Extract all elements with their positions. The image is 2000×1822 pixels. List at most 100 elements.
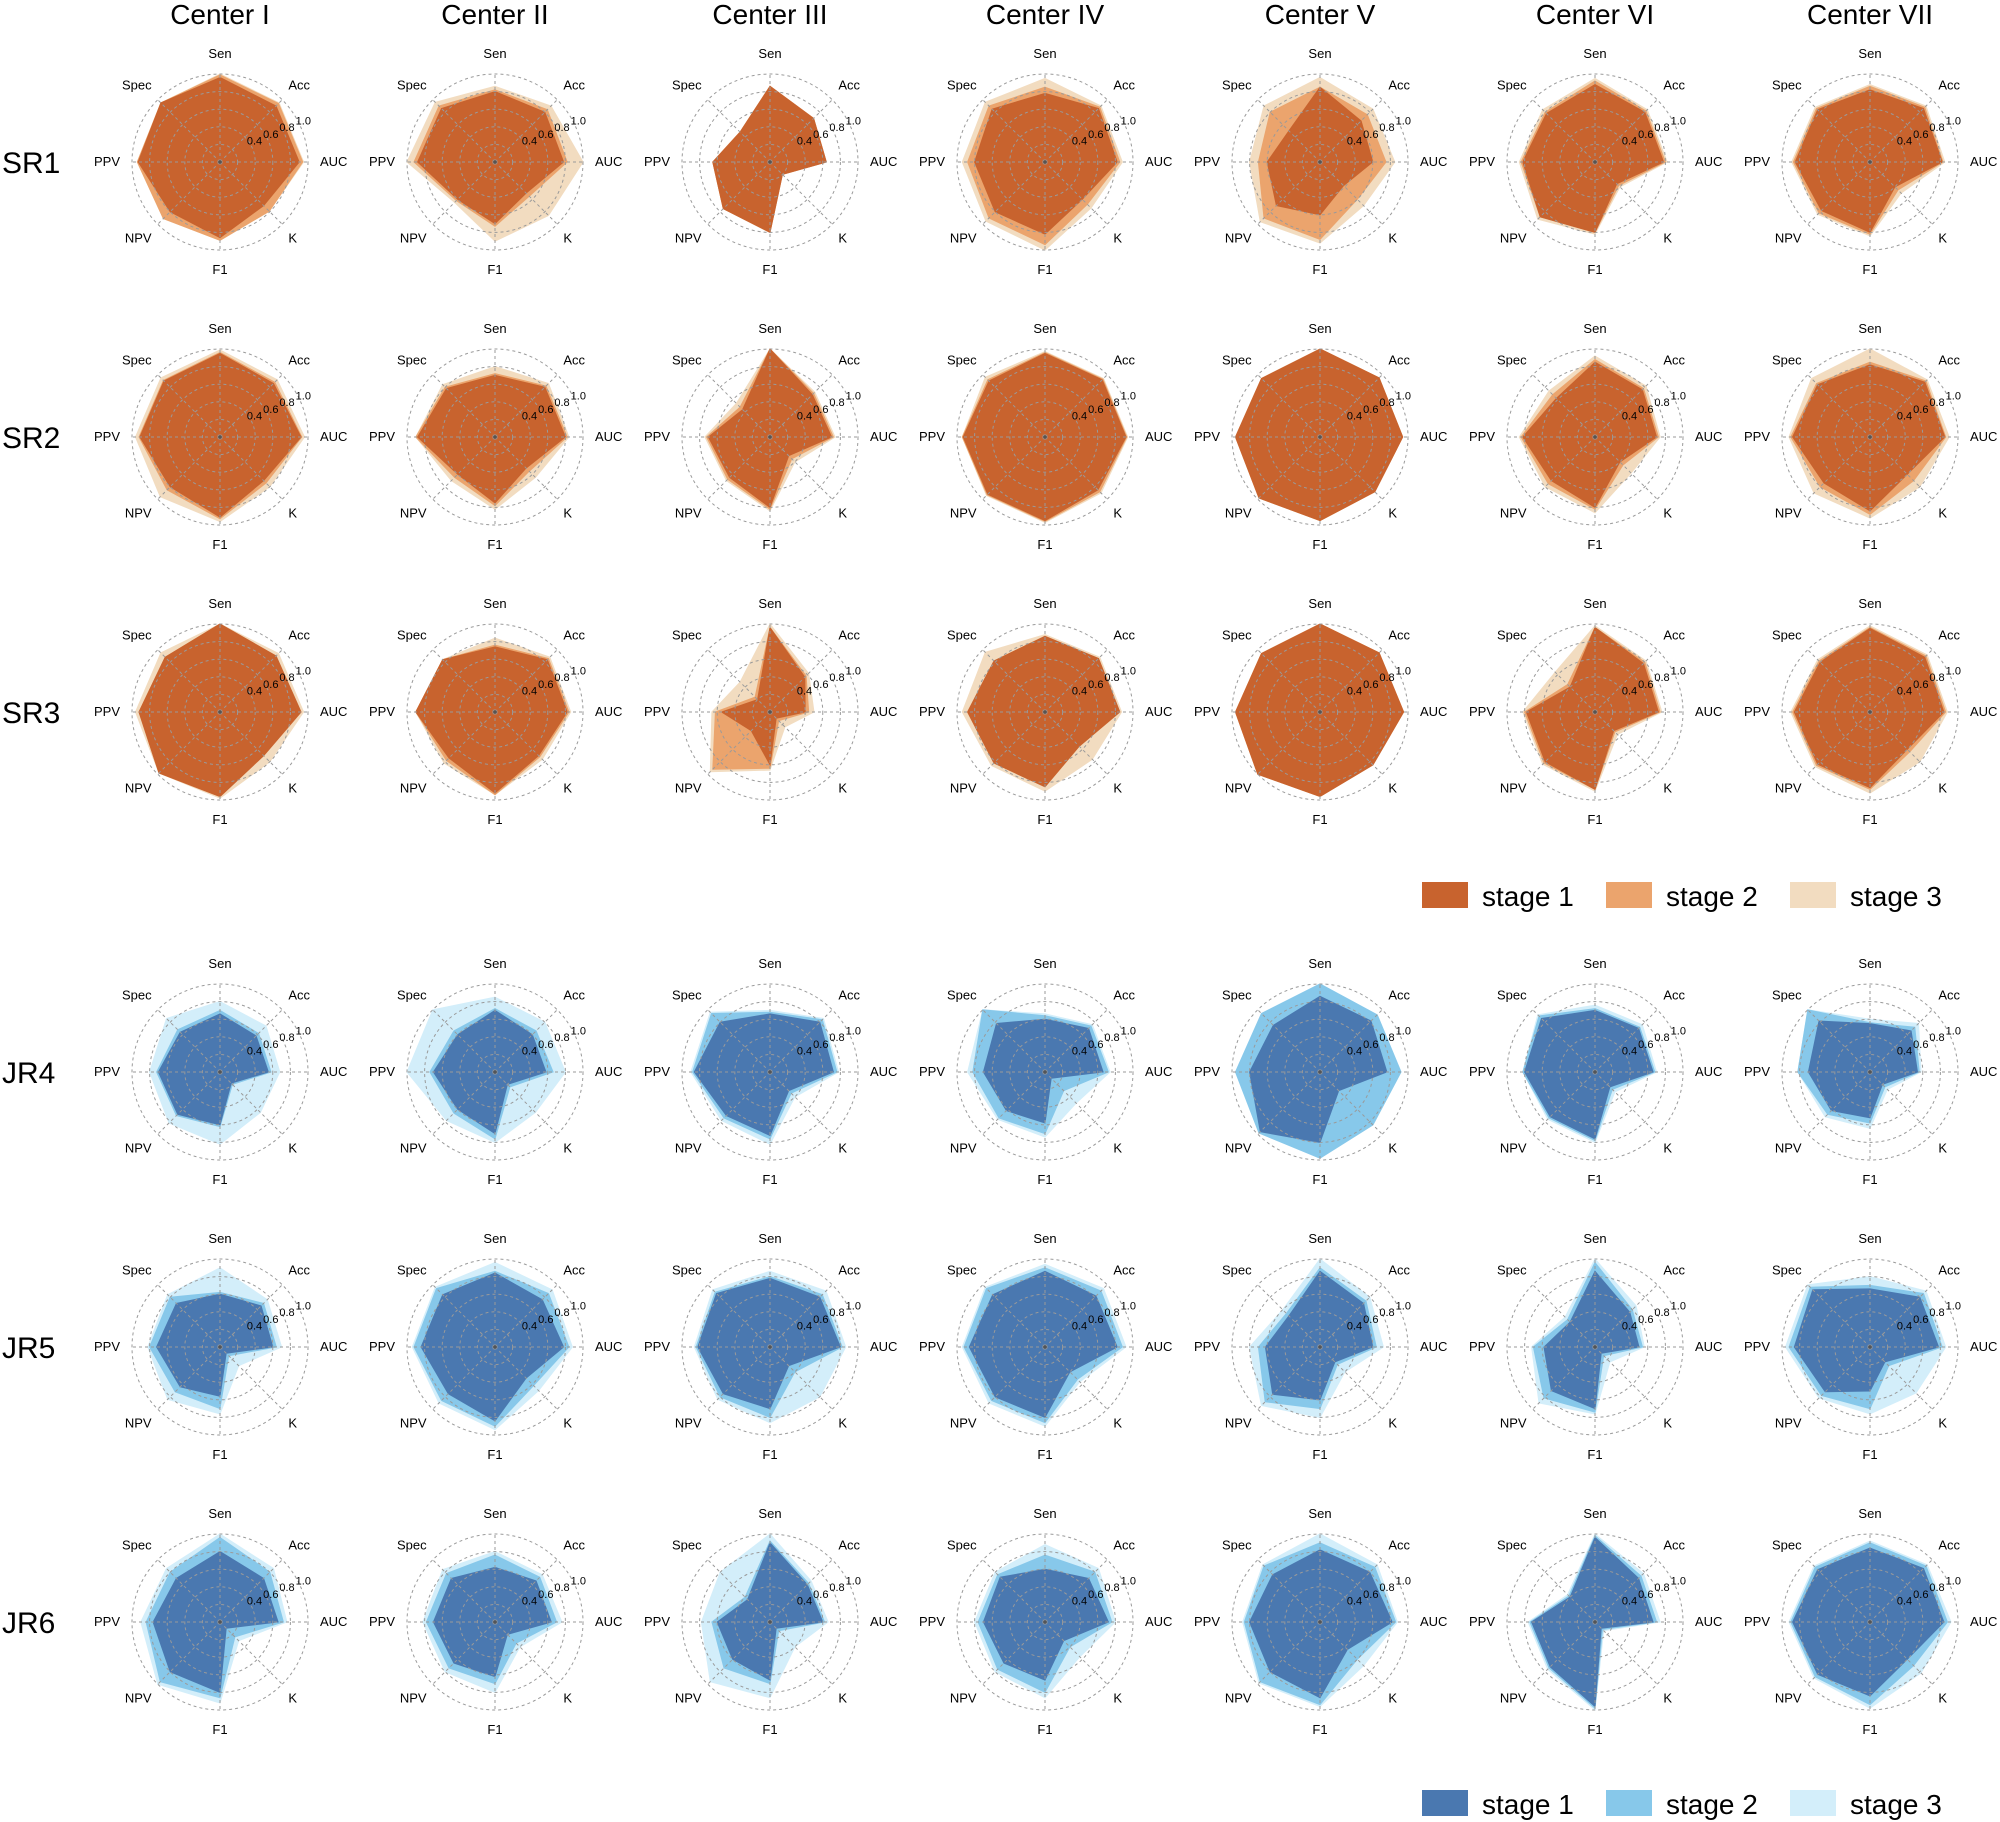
radar-grid-ring: [1231, 623, 1409, 801]
radar-spoke: [1319, 374, 1383, 438]
radar-spoke: [1594, 1284, 1658, 1348]
radar-spoke: [1869, 1009, 1933, 1073]
radar-grid-ring: [1559, 126, 1631, 198]
axis-label: AUC: [1695, 704, 1722, 719]
axis-label: AUC: [1420, 429, 1447, 444]
radial-tick-label: 0.4: [247, 1596, 262, 1608]
radar-spoke: [1044, 161, 1108, 225]
axis-label: K: [1663, 1690, 1672, 1705]
axis-label: AUC: [320, 154, 347, 169]
radar-center-dot: [1868, 710, 1872, 714]
radar-spoke: [157, 1071, 221, 1135]
axis-label: K: [563, 1140, 572, 1155]
radar-grid-ring: [459, 401, 531, 473]
radar-grid-ring: [1524, 366, 1666, 508]
axis-label: NPV: [125, 1140, 152, 1155]
radar-grid-ring: [1576, 693, 1614, 731]
radar-spoke: [1319, 161, 1383, 225]
center-title: Center II: [441, 0, 548, 30]
radar-grid-ring: [1506, 983, 1684, 1161]
axis-label: Spec: [1772, 988, 1802, 1003]
radar-grid-ring: [699, 1276, 841, 1418]
radial-tick-label: 0.6: [263, 1039, 278, 1051]
radar-spoke: [707, 1621, 771, 1685]
axis-label: F1: [1037, 262, 1052, 277]
axis-label: PPV: [1194, 1064, 1220, 1079]
radar-area-stage-1: [693, 1013, 834, 1137]
axis-label: PPV: [1469, 1064, 1495, 1079]
radar-spoke: [769, 374, 833, 438]
radial-tick-label: 1.0: [1671, 115, 1686, 127]
axis-label: PPV: [369, 429, 395, 444]
radar-spoke: [1869, 711, 1933, 775]
radar-spoke: [769, 436, 833, 500]
axis-label: K: [1938, 1690, 1947, 1705]
radial-tick-label: 0.8: [1379, 122, 1394, 134]
radar-grid-ring: [1524, 91, 1666, 233]
radar-spoke: [494, 161, 558, 225]
radar-panel: 0.40.60.81.0 Sen Acc AUC K F1 NPV PPV Spec: [644, 321, 897, 552]
axis-label: AUC: [1145, 154, 1172, 169]
radial-tick-label: 0.4: [1622, 1321, 1637, 1333]
radar-panel: 0.40.60.81.0 Sen Acc AUC K F1 NPV PPV Spec: [369, 956, 622, 1187]
axis-label: NPV: [1500, 780, 1527, 795]
radar-grid-ring: [149, 91, 291, 233]
radar-panel: 0.40.60.81.0 Sen Acc AUC K F1 NPV PPV Spec: [1194, 1231, 1447, 1462]
radar-center-dot: [1318, 160, 1322, 164]
radar-spoke: [219, 374, 283, 438]
axis-label: Spec: [122, 628, 152, 643]
radar-grid-ring: [1284, 401, 1356, 473]
radar-grid-ring: [1541, 108, 1649, 216]
radar-spoke: [1319, 1284, 1383, 1348]
axis-label: Spec: [672, 353, 702, 368]
radar-spoke: [769, 161, 833, 225]
radial-tick-label: 0.4: [522, 1321, 537, 1333]
radar-grid-ring: [441, 1568, 549, 1676]
radar-spoke: [1869, 374, 1933, 438]
radar-spoke: [157, 1009, 221, 1073]
radar-grid-ring: [716, 1018, 824, 1126]
row-label: JR5: [2, 1332, 55, 1365]
radar-panel: 0.40.60.81.0 Sen Acc AUC K F1 NPV PPV Spec: [1744, 46, 1997, 277]
axis-label: Acc: [1663, 78, 1685, 93]
radar-grid-ring: [1249, 91, 1391, 233]
radar-spoke: [1594, 374, 1658, 438]
radial-tick-label: 1.0: [1121, 665, 1136, 677]
radar-spoke: [1319, 1071, 1383, 1135]
radial-tick-label: 0.8: [829, 672, 844, 684]
radial-tick-label: 0.6: [263, 1589, 278, 1601]
axis-label: K: [1388, 780, 1397, 795]
axis-label: K: [838, 780, 847, 795]
radar-center-dot: [218, 1070, 222, 1074]
radial-tick-label: 1.0: [1121, 390, 1136, 402]
axis-label: NPV: [400, 1690, 427, 1705]
radar-spoke: [432, 1346, 496, 1410]
radar-panel: 0.40.60.81.0 Sen Acc AUC K F1 NPV PPV Spec: [369, 1231, 622, 1462]
radar-spoke: [1807, 711, 1871, 775]
radar-grid-ring: [751, 1328, 789, 1366]
radar-spoke: [1807, 1621, 1871, 1685]
radar-spoke: [1869, 1621, 1933, 1685]
axis-label: F1: [212, 1447, 227, 1462]
axis-label: Acc: [1663, 1263, 1685, 1278]
radar-spoke: [769, 1071, 833, 1135]
axis-label: AUC: [1695, 1614, 1722, 1629]
radar-grid-ring: [699, 366, 841, 508]
radar-center-dot: [493, 435, 497, 439]
radar-spoke: [1257, 649, 1321, 713]
radar-grid-ring: [184, 1311, 256, 1383]
radar-grid-ring: [1576, 418, 1614, 456]
axis-label: Acc: [1388, 1263, 1410, 1278]
axis-label: AUC: [1695, 154, 1722, 169]
radar-panel: 0.40.60.81.0 Sen Acc AUC K F1 NPV PPV Spec: [1469, 46, 1722, 277]
axis-label: NPV: [1775, 1415, 1802, 1430]
axis-label: AUC: [1695, 429, 1722, 444]
axis-label: F1: [762, 262, 777, 277]
radar-grid-ring: [1559, 1586, 1631, 1658]
radar-grid-ring: [699, 641, 841, 783]
axis-label: Acc: [838, 628, 860, 643]
radar-grid-ring: [956, 983, 1134, 1161]
axis-label: Sen: [758, 321, 781, 336]
radial-tick-label: 0.8: [1929, 397, 1944, 409]
radar-grid-ring: [991, 658, 1099, 766]
